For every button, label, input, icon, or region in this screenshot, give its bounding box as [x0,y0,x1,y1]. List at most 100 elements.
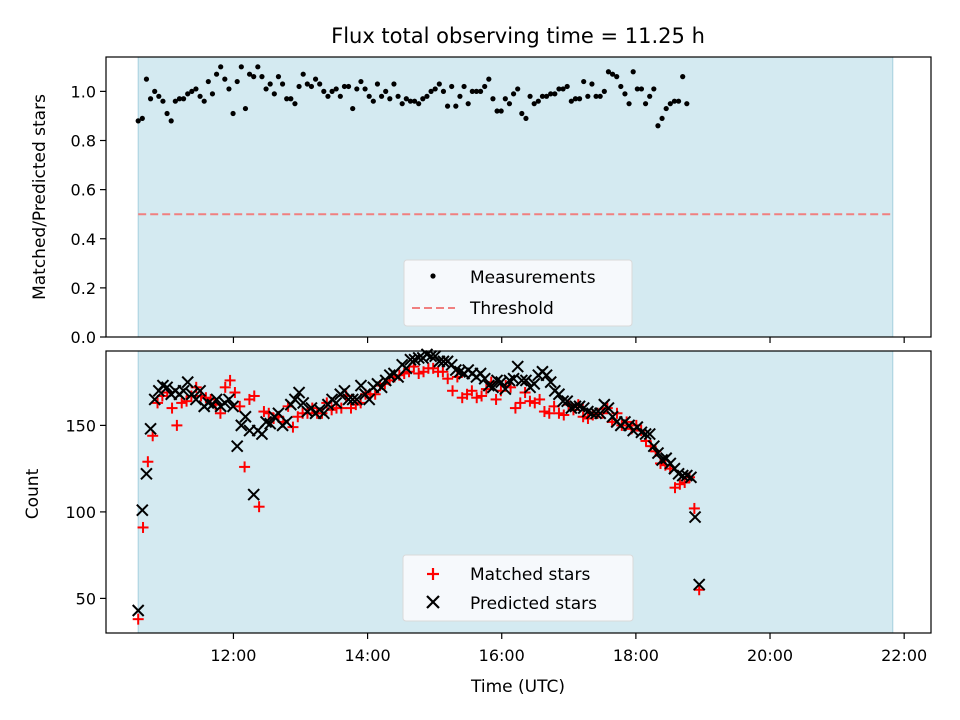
measurement-point [498,108,504,114]
x-tick-label: 16:00 [479,646,525,665]
measurement-point [284,96,290,102]
measurement-point [552,91,558,97]
measurement-point [308,83,315,90]
measurement-point [416,101,422,107]
measurement-point [638,86,645,92]
measurement-point [222,76,228,82]
matched-star-point [214,407,226,419]
predicted-star-point [296,396,310,410]
measurement-point [172,98,178,104]
matched-star-point [442,373,454,385]
ratio-x-ticks [232,337,905,343]
predicted-star-point [437,355,450,368]
predicted-star-point [540,369,553,382]
measurement-point [358,78,364,85]
measurement-point [383,88,389,94]
legend-predicted-marker [426,595,440,609]
predicted-star-point [131,604,145,617]
predicted-star-point [639,427,652,441]
measurement-point [453,103,459,109]
matched-star-point [239,461,251,473]
measurement-point [519,110,525,117]
measurement-point [531,101,537,107]
predicted-star-point [449,363,463,377]
measurement-point [527,93,533,99]
predicted-star-point [210,393,223,406]
predicted-star-point [643,427,656,441]
predicted-star-point [424,349,438,363]
matched-star-point [181,395,193,407]
measurement-point [135,118,141,124]
legend-predicted-label: Predicted stars [470,594,597,614]
measurement-point [387,96,393,102]
ratio-legend: Measurements Threshold [403,259,633,327]
measurement-point [626,101,632,107]
measurement-point [271,91,277,97]
matched-star-point [142,456,154,468]
matched-star-point [693,584,705,596]
measurement-point [230,110,236,117]
measurement-point [197,93,203,99]
predicted-star-point [317,407,331,420]
measurement-point [564,83,570,90]
predicted-star-point [602,401,615,415]
measurement-point [614,74,620,80]
measurement-point [242,105,249,112]
measurement-point [391,81,397,87]
measurement-point [634,86,640,92]
measurement-point [506,101,513,107]
matched-star-point [476,390,488,402]
measurement-point [440,88,447,94]
matched-star-point [538,406,550,418]
matched-star-point [253,501,265,513]
measurement-point [213,71,220,77]
measurement-point [370,98,376,104]
predicted-star-point [222,393,236,406]
predicted-star-point [263,417,277,430]
measurement-point [185,91,191,97]
measurement-point [403,96,409,102]
measurement-point [395,93,401,99]
measurement-point [576,96,583,102]
measurement-point [642,101,649,107]
ratio-y-tick-label: 0.2 [71,279,96,298]
matched-star-point [447,385,459,397]
matched-star-point [224,374,236,386]
measurement-point [325,93,331,99]
predicted-star-point [280,415,293,429]
predicted-star-point [647,439,661,453]
matched-star-point [534,393,546,405]
predicted-star-point [651,446,665,460]
count-y-axis-label: Count [23,468,43,519]
predicted-star-point [527,377,541,391]
predicted-star-point [482,379,496,392]
measurement-point [288,96,294,102]
ratio-y-tick-label: 0.8 [71,132,96,151]
x-tick-label: 14:00 [345,646,391,665]
measurement-point [238,64,244,70]
measurement-point [329,88,335,94]
measurement-point [160,98,166,104]
measurement-point [424,93,430,99]
matched-star-point [490,393,502,405]
measurement-point [539,93,546,99]
predicted-star-point [593,407,607,420]
measurement-point [234,78,240,85]
measurement-point [341,83,348,90]
matched-star-point [171,419,183,431]
ratio-y-tick-label: 0.6 [71,181,96,200]
measurement-point [510,91,517,97]
measurement-point [164,110,170,117]
predicted-star-point [354,379,368,392]
measurement-point [556,86,562,92]
matched-star-point [466,385,478,397]
ratio-y-tick-label: 1.0 [71,82,96,101]
predicted-star-point [255,427,269,441]
measurement-point [147,96,154,102]
count-y-ticks: 50 100 150 [65,416,106,608]
measurement-point [675,98,682,104]
measurement-point [218,64,224,70]
matched-star-point [553,407,565,419]
